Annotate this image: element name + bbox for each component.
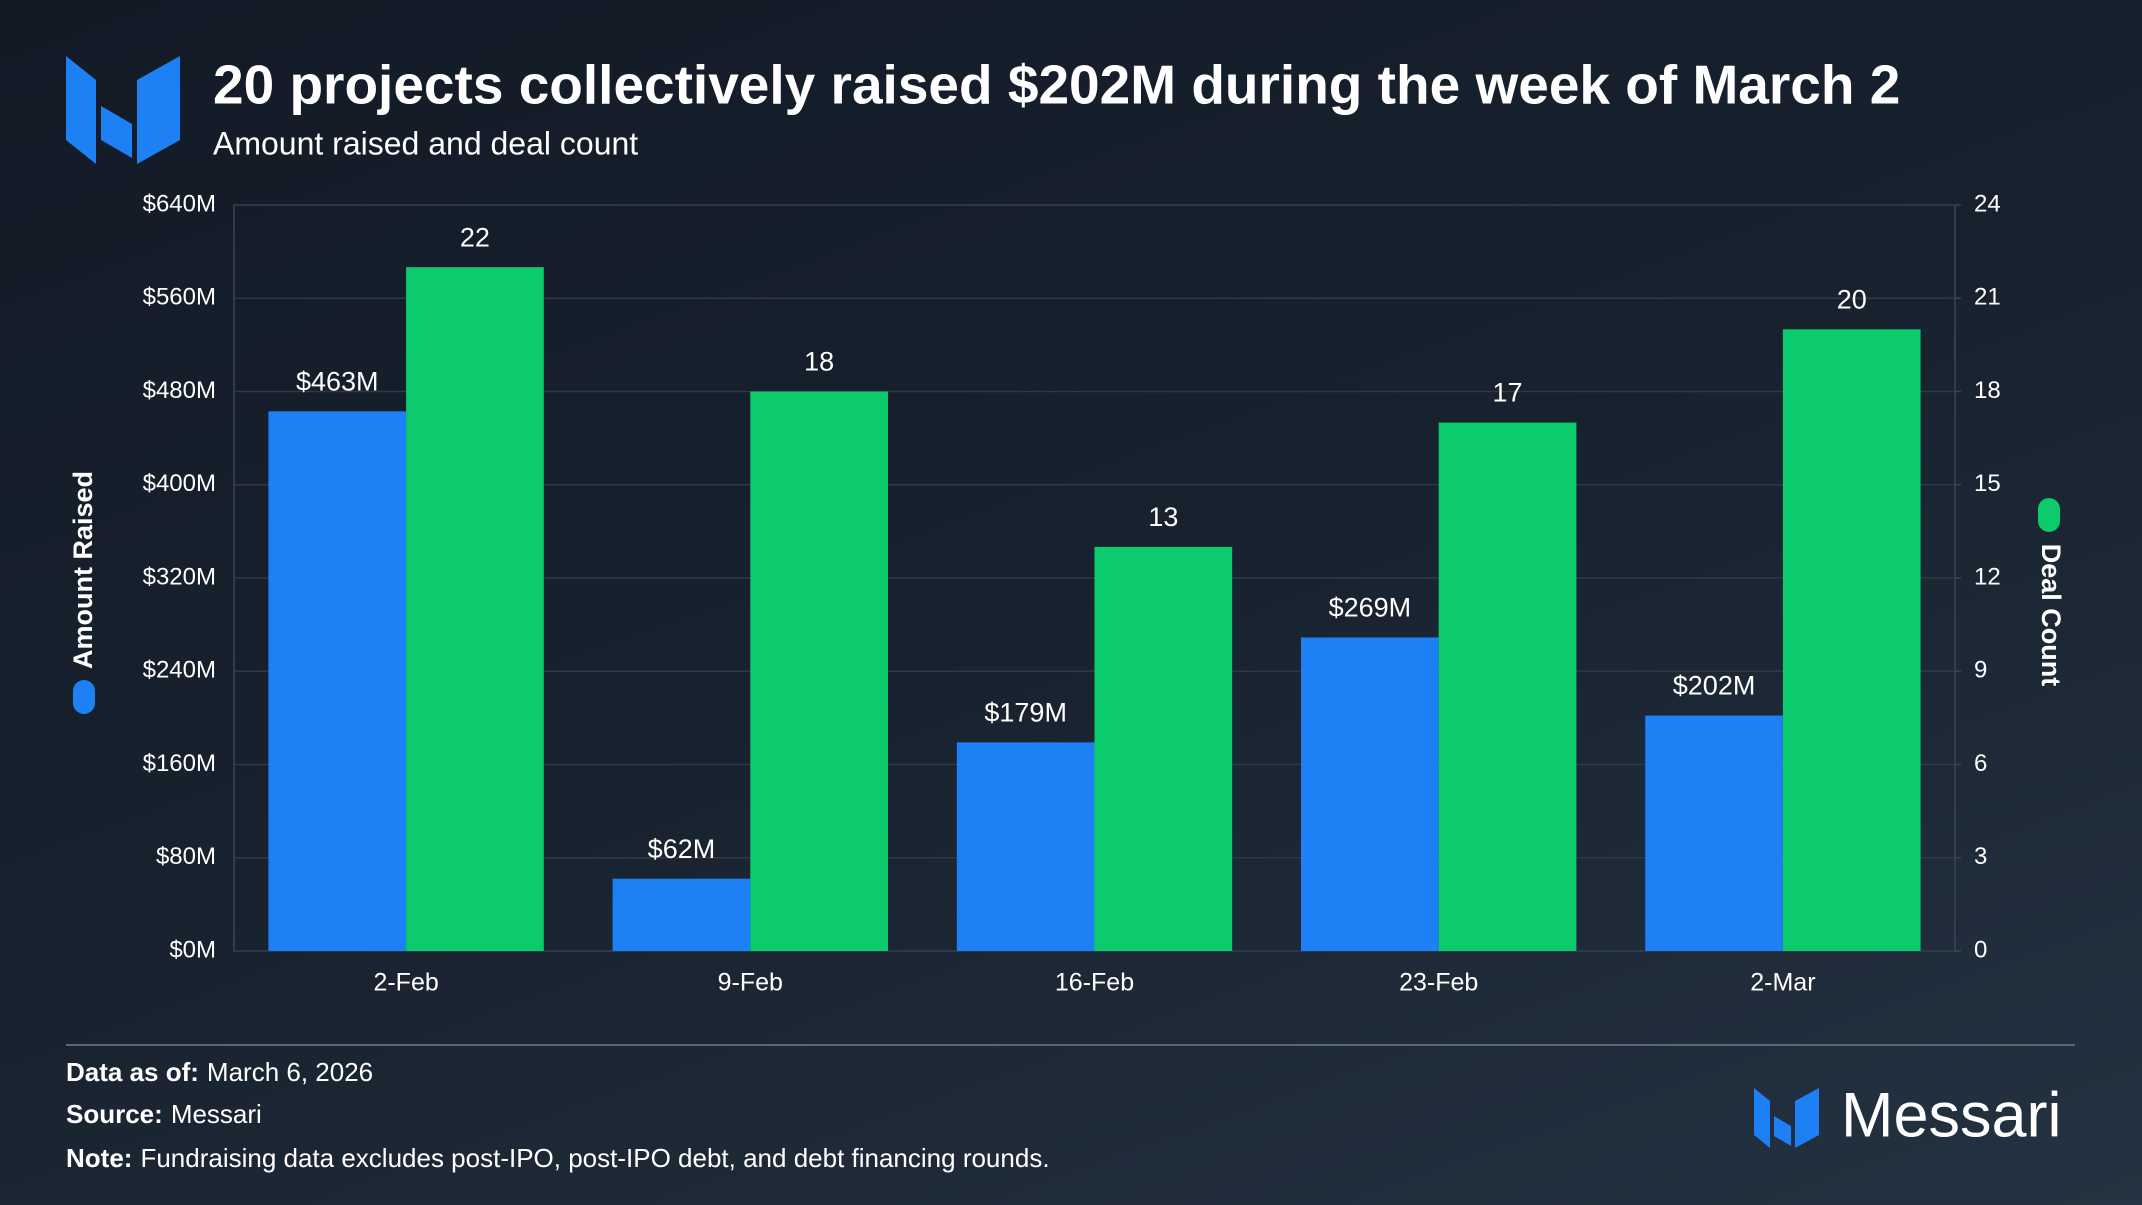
y-tick-label: $240M bbox=[143, 657, 216, 684]
y2-tick-label: 6 bbox=[1974, 750, 1987, 777]
y2-tick-label: 15 bbox=[1974, 470, 2001, 497]
y-tick-label: $160M bbox=[143, 750, 216, 777]
chart-title: 20 projects collectively raised $202M du… bbox=[213, 54, 1900, 116]
x-tick-label: 16-Feb bbox=[1055, 969, 1134, 997]
y2-tick-label: 0 bbox=[1974, 936, 1987, 963]
bar bbox=[612, 878, 751, 951]
data-label: 13 bbox=[1148, 502, 1178, 532]
x-tick-label: 2-Feb bbox=[373, 969, 438, 997]
legend-swatch bbox=[73, 680, 95, 714]
footer-line: Data as of: March 6, 2026 bbox=[66, 1057, 373, 1087]
y2-tick-label: 9 bbox=[1974, 657, 1987, 684]
y-tick-label: $0M bbox=[169, 936, 216, 963]
chart-subtitle: Amount raised and deal count bbox=[213, 125, 638, 161]
footer-text: Messari bbox=[171, 1099, 262, 1129]
brand-name: Messari bbox=[1841, 1081, 2062, 1151]
y2-tick-label: 18 bbox=[1974, 377, 2001, 404]
y-axis-title: Amount Raised bbox=[68, 471, 98, 669]
bar bbox=[1782, 329, 1921, 951]
data-label: $202M bbox=[1673, 671, 1756, 701]
bar bbox=[956, 742, 1095, 951]
data-label: $269M bbox=[1329, 593, 1412, 623]
data-label: 18 bbox=[804, 347, 834, 377]
y2-tick-label: 3 bbox=[1974, 843, 1987, 870]
bar bbox=[268, 411, 407, 951]
x-tick-label: 23-Feb bbox=[1399, 969, 1478, 997]
data-label: 22 bbox=[460, 222, 490, 252]
data-label: 20 bbox=[1837, 284, 1867, 314]
footer-text: March 6, 2026 bbox=[207, 1057, 373, 1087]
brand-logo bbox=[1754, 1088, 1819, 1148]
data-label: 17 bbox=[1493, 378, 1523, 408]
data-label: $179M bbox=[984, 697, 1067, 727]
logo bbox=[66, 56, 180, 164]
bar bbox=[1301, 637, 1439, 951]
y2-tick-label: 12 bbox=[1974, 563, 2001, 590]
y-tick-label: $640M bbox=[143, 190, 216, 217]
legend-swatch bbox=[2038, 498, 2060, 532]
bar bbox=[1645, 715, 1783, 951]
bar bbox=[1438, 422, 1577, 951]
footer-line: Note: Fundraising data excludes post-IPO,… bbox=[66, 1143, 1050, 1173]
y2-tick-label: 24 bbox=[1974, 190, 2001, 217]
footer-text: Fundraising data excludes post-IPO, post… bbox=[140, 1143, 1049, 1173]
y-tick-label: $80M bbox=[156, 843, 216, 870]
bar bbox=[406, 267, 544, 952]
footer-label: Note: bbox=[66, 1143, 132, 1173]
y-tick-label: $480M bbox=[143, 377, 216, 404]
footer-label: Source: bbox=[66, 1099, 163, 1129]
bar bbox=[1094, 546, 1233, 951]
y2-axis-title: Deal Count bbox=[2036, 544, 2066, 687]
x-tick-label: 9-Feb bbox=[718, 969, 783, 997]
y2-tick-label: 21 bbox=[1974, 284, 2001, 311]
y-tick-label: $400M bbox=[143, 470, 216, 497]
footer-line: Source: Messari bbox=[66, 1099, 262, 1129]
bar bbox=[750, 391, 888, 951]
data-label: $463M bbox=[296, 366, 379, 396]
y-tick-label: $560M bbox=[143, 284, 216, 311]
footer-label: Data as of: bbox=[66, 1057, 199, 1087]
y-tick-label: $320M bbox=[143, 563, 216, 590]
x-tick-label: 2-Mar bbox=[1750, 969, 1815, 997]
data-label: $62M bbox=[648, 834, 716, 864]
